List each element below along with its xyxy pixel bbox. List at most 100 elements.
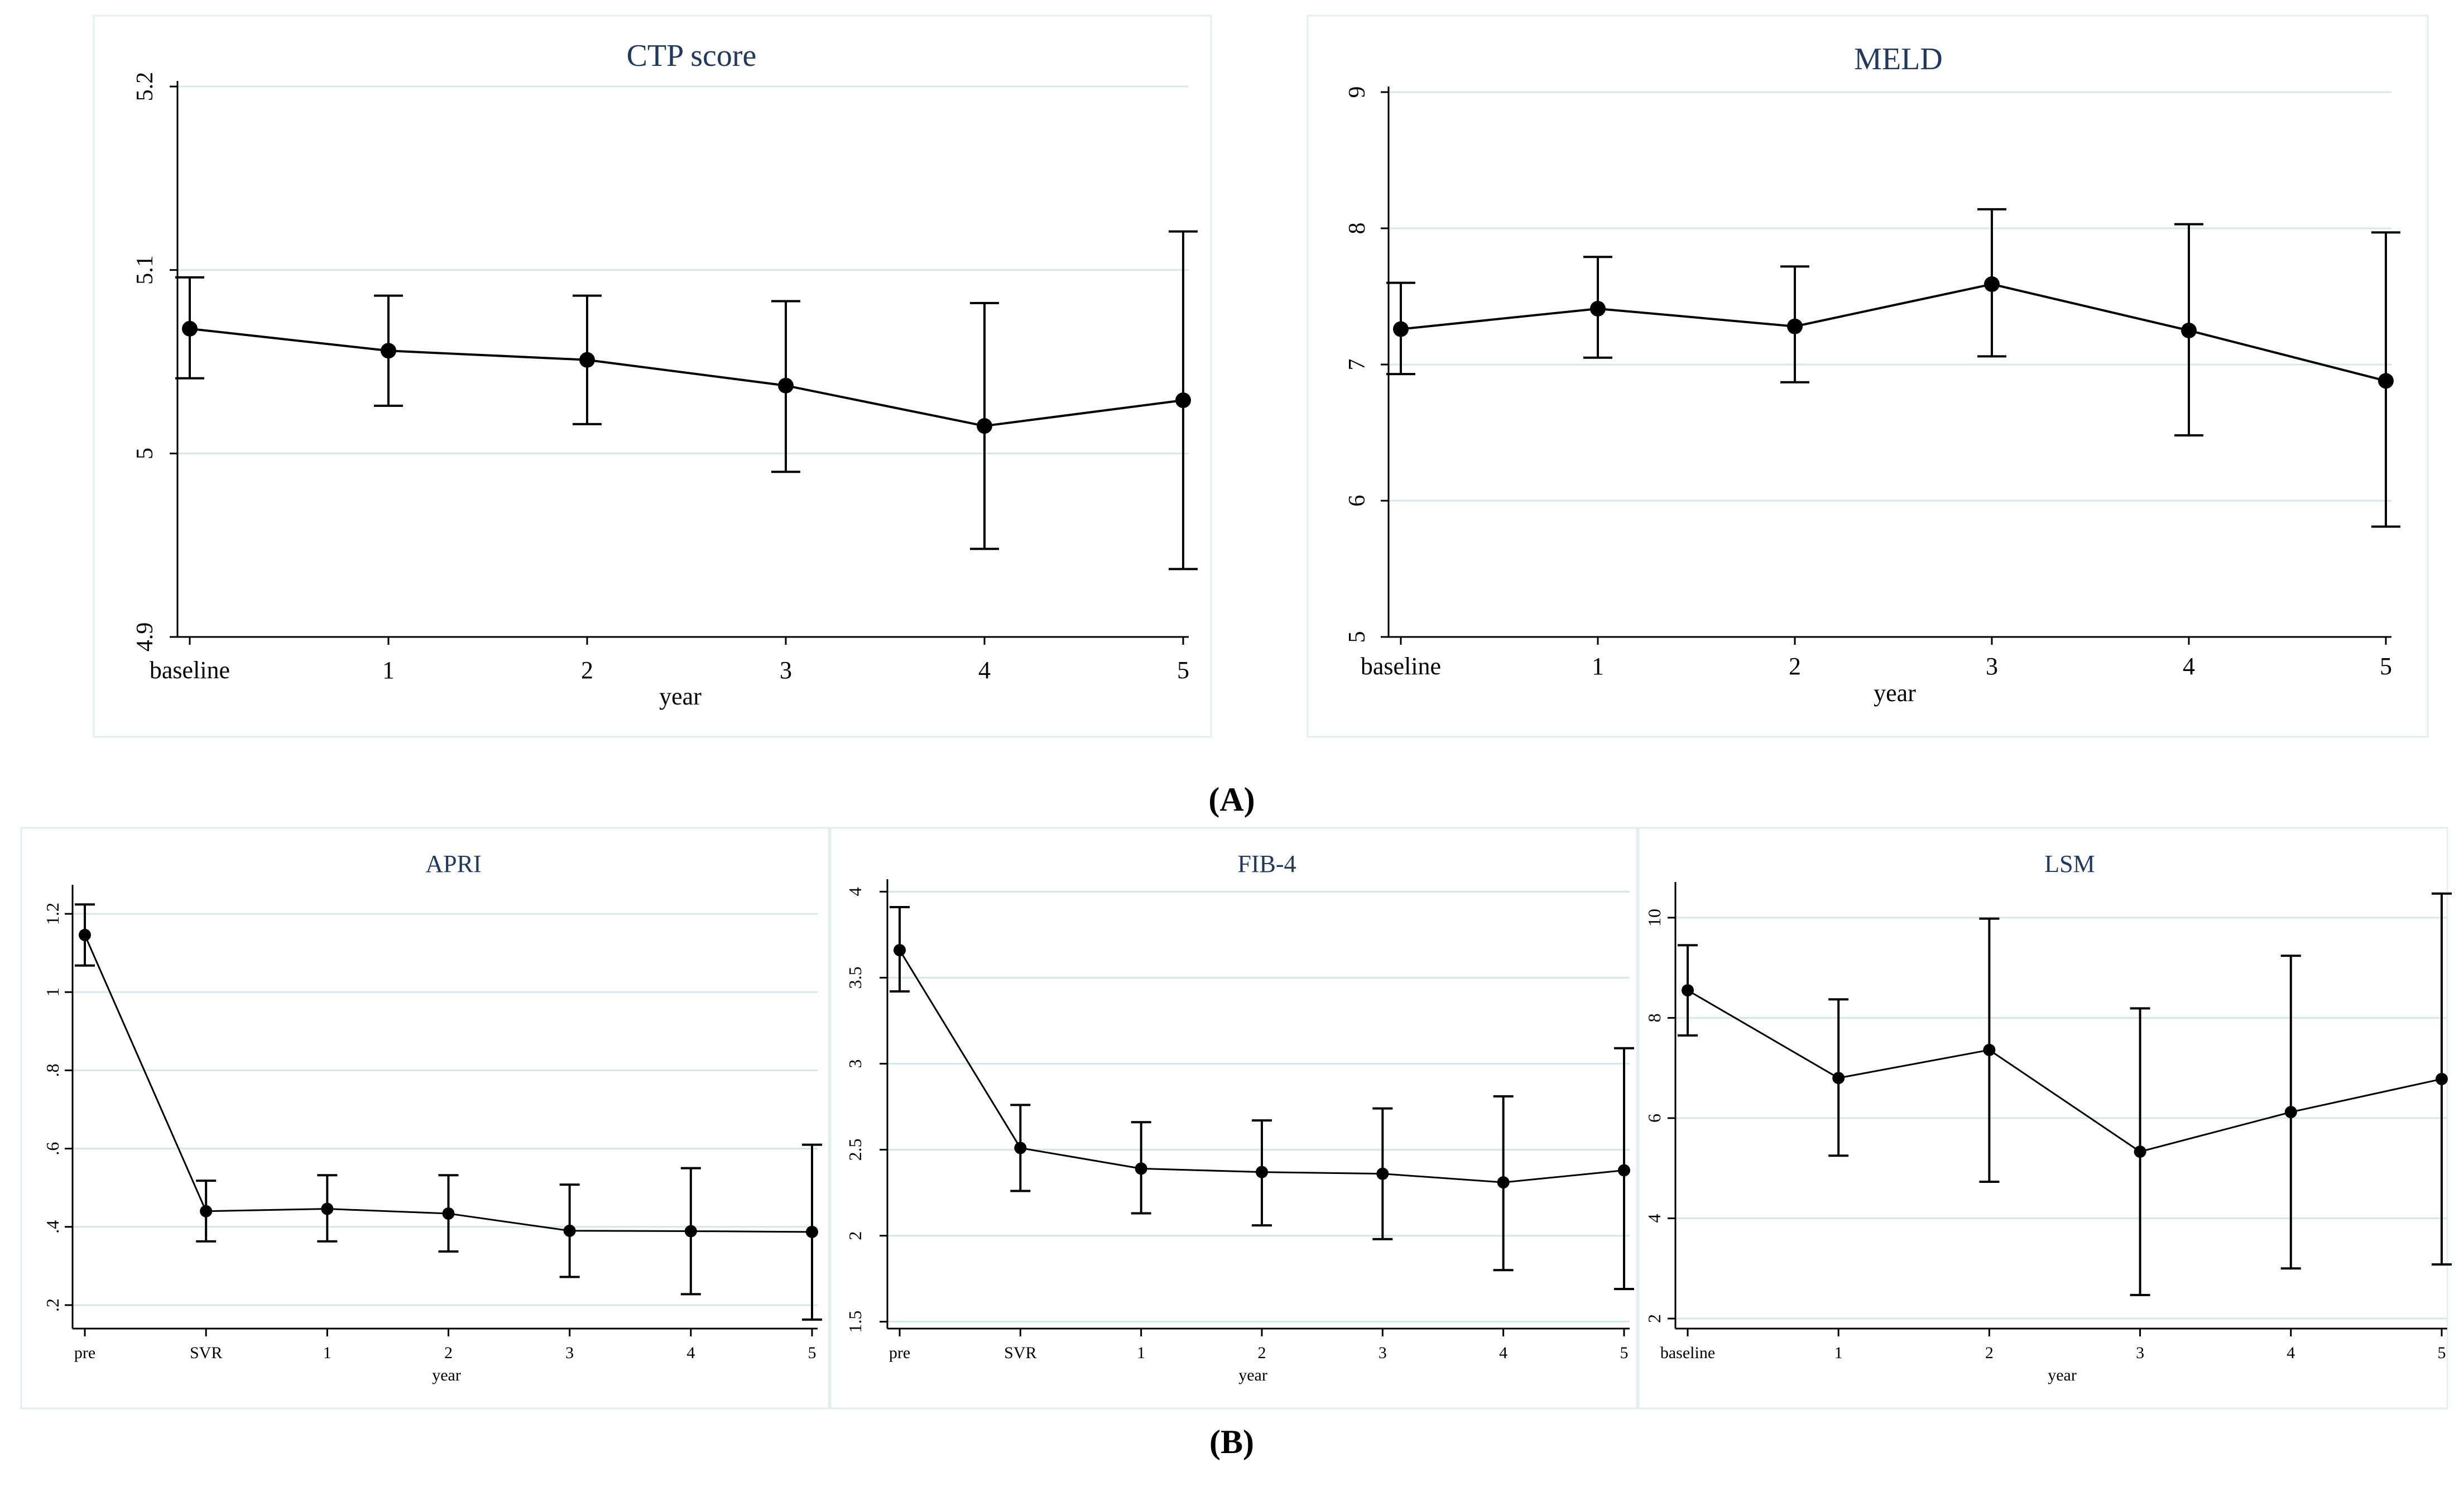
data-point: [1376, 1167, 1389, 1180]
data-point: [563, 1224, 576, 1237]
data-point: [79, 928, 91, 941]
data-point: [1682, 984, 1694, 997]
y-tick-label: 9: [1344, 87, 1370, 98]
chart-panel: 5 6 7 8 9 baseline 1 2 3 4 5 MELD year: [1307, 15, 2429, 738]
x-axis-label: year: [432, 1366, 461, 1384]
data-point: [1014, 1142, 1027, 1154]
y-tick-label: 5.2: [132, 72, 158, 102]
x-tick-label: 4: [2183, 653, 2195, 680]
chart-title: APRI: [425, 850, 481, 878]
series-line: [189, 327, 1184, 428]
data-point: [1590, 300, 1606, 317]
data-point: [1618, 1164, 1630, 1177]
y-tick-label: .4: [42, 1220, 63, 1234]
y-tick-label: 3.5: [845, 966, 865, 989]
x-tick-label: 5: [2380, 653, 2392, 680]
x-tick-label: 2: [581, 656, 593, 684]
y-tick-label: 3: [845, 1059, 865, 1068]
y-tick-label: 2: [845, 1231, 865, 1240]
x-axis-label: year: [2048, 1366, 2077, 1384]
y-tick-label: 5: [1344, 631, 1370, 643]
x-tick-label: 1: [323, 1344, 332, 1362]
x-tick-label: baseline: [1361, 653, 1441, 680]
data-point: [1256, 1166, 1268, 1178]
data-point: [1135, 1162, 1147, 1175]
y-tick-label: 6: [1344, 495, 1370, 507]
panel-label-b: (B): [1209, 1423, 1254, 1460]
data-point: [1983, 1043, 1996, 1056]
y-tick-label: 1: [42, 988, 63, 996]
data-point: [2378, 373, 2394, 389]
data-point: [1832, 1072, 1845, 1085]
data-point: [806, 1225, 818, 1238]
x-tick-label: 2: [1789, 653, 1801, 680]
x-tick-label: 1: [1137, 1344, 1145, 1362]
data-point: [1787, 318, 1803, 334]
y-tick-label: 8: [1644, 1013, 1664, 1022]
x-tick-label: 2: [1258, 1344, 1266, 1362]
x-tick-label: 5: [1620, 1344, 1629, 1362]
chart-title: FIB-4: [1237, 850, 1296, 878]
chart-panel: 1.5 2 2.5 3 3.5 4 pre SVR 1 2 3 4 5 FIB-4 year: [829, 827, 1638, 1410]
x-tick-label: SVR: [190, 1344, 222, 1362]
panel-frame: [1307, 15, 2429, 738]
x-tick-label: 4: [978, 656, 991, 684]
x-axis-label: year: [1874, 679, 1916, 707]
x-tick-label: 5: [808, 1344, 816, 1362]
y-tick-label: 4.9: [132, 622, 158, 652]
x-tick-label: 3: [565, 1344, 574, 1362]
chart-title: CTP score: [627, 39, 757, 73]
x-tick-label: 4: [1499, 1344, 1507, 1362]
x-tick-label: 2: [444, 1344, 453, 1362]
data-point: [778, 377, 794, 394]
data-point: [1175, 392, 1191, 409]
x-tick-label: pre: [74, 1344, 95, 1362]
x-axis-label: year: [659, 683, 702, 710]
data-point: [894, 944, 906, 957]
x-tick-label: SVR: [1004, 1344, 1036, 1362]
series-line: [1400, 282, 2386, 382]
x-tick-label: 1: [382, 656, 395, 684]
y-tick-label: 5: [132, 448, 158, 459]
data-point: [977, 418, 992, 434]
data-point: [2284, 1106, 2297, 1119]
panel-frame: [93, 15, 1212, 738]
chart-title: MELD: [1854, 42, 1943, 76]
data-point: [1393, 321, 1409, 337]
chart-title: LSM: [2044, 850, 2095, 878]
series-line: [1687, 989, 2442, 1153]
y-tick-label: 2.5: [845, 1139, 865, 1161]
data-point: [200, 1205, 213, 1217]
x-tick-label: 2: [1985, 1344, 1994, 1362]
data-point: [1497, 1176, 1510, 1189]
chart-panel: 2 4 6 8 10 baseline 1 2 3 4 5 LSM year: [1637, 827, 2452, 1410]
x-tick-label: 5: [2438, 1344, 2446, 1362]
x-axis-label: year: [1238, 1366, 1267, 1384]
x-tick-label: 5: [1177, 656, 1189, 684]
y-tick-label: .8: [42, 1063, 63, 1077]
x-tick-label: 3: [1986, 653, 1998, 680]
data-point: [442, 1207, 455, 1220]
x-tick-label: 3: [1379, 1344, 1387, 1362]
x-tick-label: 1: [1834, 1344, 1843, 1362]
data-point: [2436, 1072, 2448, 1085]
data-point: [2134, 1145, 2146, 1158]
x-tick-label: 4: [2287, 1344, 2295, 1362]
data-point: [381, 343, 396, 359]
y-tick-label: 8: [1344, 223, 1370, 234]
panel-frame: [20, 827, 830, 1410]
data-point: [684, 1225, 697, 1238]
y-tick-label: 4: [845, 887, 865, 896]
y-tick-label: 10: [1644, 909, 1664, 927]
x-tick-label: 4: [686, 1344, 695, 1362]
y-tick-label: 1.2: [42, 903, 63, 925]
y-tick-label: 1.5: [845, 1311, 865, 1333]
x-tick-label: pre: [889, 1344, 910, 1362]
x-tick-label: 1: [1592, 653, 1604, 680]
y-tick-label: 6: [1644, 1114, 1664, 1123]
x-tick-label: baseline: [150, 656, 230, 684]
y-tick-label: .6: [42, 1142, 63, 1156]
y-tick-label: 7: [1344, 359, 1370, 371]
